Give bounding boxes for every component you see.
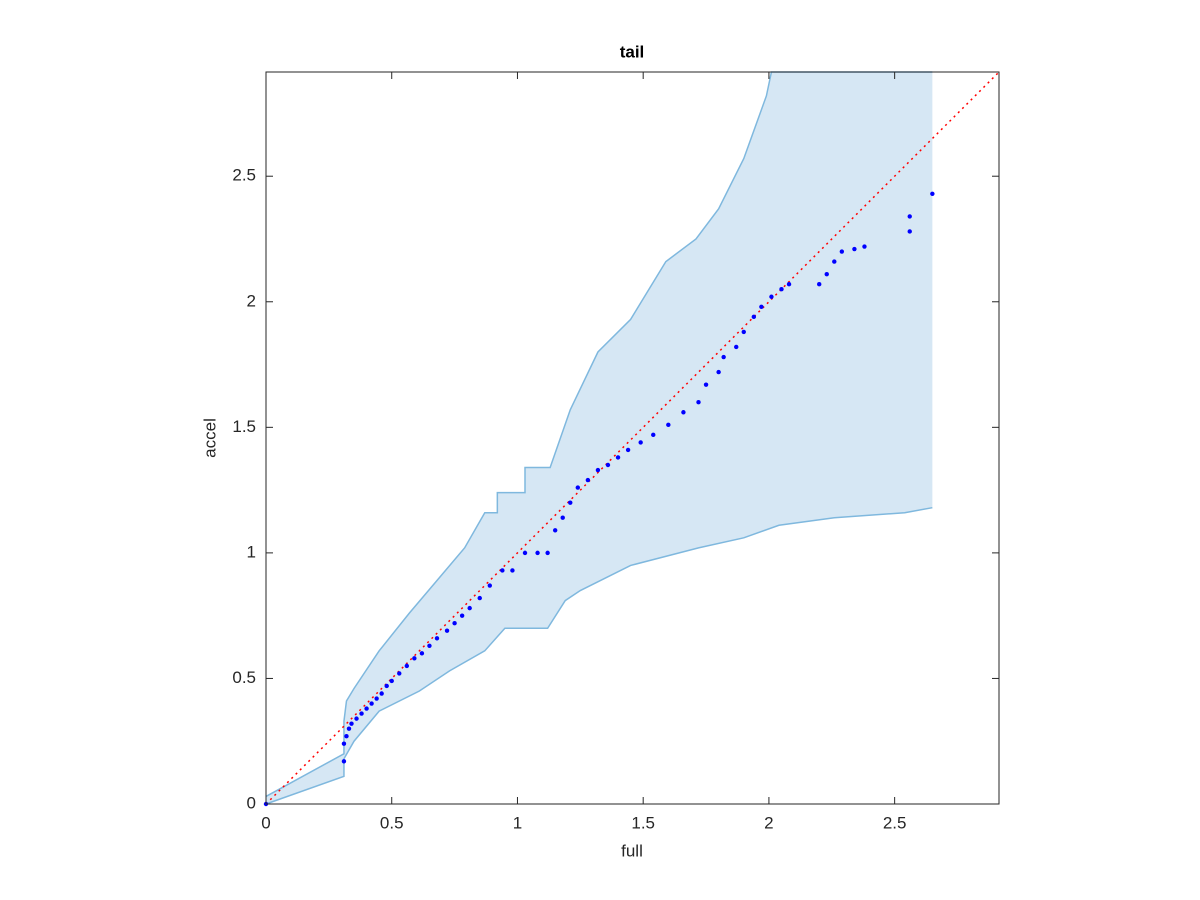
data-point (452, 620, 457, 626)
data-point (397, 671, 402, 676)
data-point (552, 528, 558, 533)
data-point (359, 711, 364, 716)
data-point (703, 382, 709, 387)
x-tick-label: 1.5 (631, 813, 655, 832)
data-point (832, 259, 837, 264)
chart-title: tail (620, 42, 645, 61)
data-point (759, 304, 764, 309)
data-point (751, 314, 757, 320)
data-point (349, 721, 354, 726)
data-point (681, 410, 686, 415)
data-point (434, 636, 440, 641)
y-tick-label: 1 (247, 542, 256, 561)
y-tick-label: 2.5 (232, 166, 256, 185)
data-point (779, 287, 784, 292)
data-point (500, 568, 505, 573)
data-point (444, 628, 450, 633)
data-point (412, 656, 417, 661)
x-tick-label: 2.5 (883, 813, 907, 832)
data-point (852, 246, 857, 252)
x-axis-label: full (621, 841, 643, 860)
data-point (595, 467, 601, 473)
data-point (786, 281, 792, 287)
data-point (696, 400, 701, 405)
data-point (510, 568, 515, 573)
y-tick-label: 0.5 (232, 668, 256, 687)
data-point (734, 344, 739, 350)
data-point (605, 462, 611, 468)
data-point (568, 500, 573, 505)
data-point (459, 613, 465, 618)
data-point (721, 354, 726, 360)
data-point (545, 550, 550, 556)
y-axis-label: accel (200, 418, 219, 458)
data-point (404, 663, 410, 669)
data-point (930, 191, 935, 196)
data-point (522, 550, 528, 556)
data-point (907, 214, 912, 219)
data-point (346, 726, 352, 731)
data-point (419, 651, 425, 656)
x-tick-label: 0 (261, 813, 270, 832)
data-point (862, 244, 867, 249)
data-point (769, 294, 774, 299)
x-tick-label: 1 (513, 813, 522, 832)
data-point (575, 485, 581, 490)
data-point (716, 369, 721, 375)
data-point (817, 281, 822, 287)
data-point (344, 733, 349, 739)
data-point (615, 455, 621, 460)
y-tick-label: 2 (247, 291, 256, 310)
data-point (389, 678, 394, 684)
data-point (839, 249, 845, 254)
confidence-band (266, 72, 933, 804)
data-point (585, 477, 591, 483)
data-point (354, 716, 359, 721)
x-tick-label: 0.5 (380, 813, 404, 832)
data-point (560, 515, 565, 520)
y-tick-label: 0 (247, 793, 256, 812)
data-point (341, 741, 347, 746)
data-point (364, 706, 369, 711)
data-point (907, 229, 912, 234)
y-tick-label: 1.5 (232, 417, 256, 436)
band-lower-edge (265, 506, 933, 805)
data-point (467, 605, 472, 611)
data-point (666, 422, 671, 428)
reference-line (265, 71, 1000, 805)
data-point (384, 683, 389, 689)
x-tick-label: 2 (764, 813, 773, 832)
data-point (341, 759, 347, 764)
data-point (625, 447, 631, 453)
data-point (369, 701, 374, 706)
data-point (535, 550, 540, 556)
data-point (741, 329, 746, 335)
data-point (487, 583, 492, 588)
data-point (374, 696, 379, 701)
axes-box (265, 71, 1000, 805)
data-point (638, 440, 643, 445)
band-upper-edge (265, 71, 933, 798)
data-point (824, 271, 829, 277)
data-point (379, 691, 384, 696)
data-point (477, 595, 482, 601)
data-point (427, 643, 432, 648)
data-point (651, 432, 656, 438)
